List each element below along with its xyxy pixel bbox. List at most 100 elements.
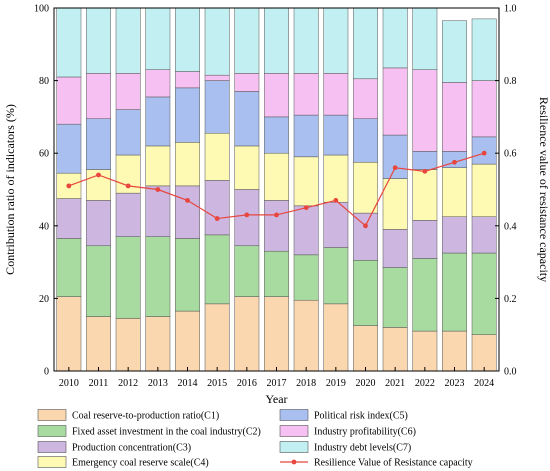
bar-segment-c1-2012 xyxy=(115,318,141,372)
bar-segment-c4-2018 xyxy=(293,156,319,207)
bar-segment-c2-2022 xyxy=(412,258,438,332)
bar-segment-c1-2014 xyxy=(175,310,200,372)
legend-swatch-c2 xyxy=(37,425,67,437)
bar-segment-c3-2012 xyxy=(115,192,141,237)
bar-segment-c6-2018 xyxy=(293,73,319,116)
bar-segment-c2-2018 xyxy=(293,254,319,301)
bar-segment-c3-2020 xyxy=(353,212,378,261)
bar-segment-c2-2019 xyxy=(323,247,349,305)
legend-swatch-c5 xyxy=(279,409,309,421)
bar-segment-c5-2017 xyxy=(264,116,289,154)
y-tick-label: 20 xyxy=(39,294,49,305)
bar-segment-c6-2021 xyxy=(382,67,408,136)
x-tick-label: 2013 xyxy=(148,378,168,389)
x-tick-label: 2022 xyxy=(415,378,435,389)
y2-tick-label: 0.6 xyxy=(504,149,517,160)
y-tick-label: 80 xyxy=(39,76,49,87)
resilience-point-2017 xyxy=(274,212,279,218)
bar-segment-c1-2023 xyxy=(442,330,467,372)
bar-segment-c4-2023 xyxy=(442,167,467,217)
bar-segment-c3-2010 xyxy=(56,198,82,239)
bar-segment-c7-2011 xyxy=(86,7,111,74)
resilience-point-2013 xyxy=(155,187,161,192)
bar-segment-c4-2019 xyxy=(323,154,349,203)
y-axis-label: Contribution ratio of indicators (%) xyxy=(3,104,17,275)
resilience-point-2016 xyxy=(244,212,250,218)
bar-segment-c1-2016 xyxy=(234,296,260,372)
bar-segment-c7-2015 xyxy=(204,7,230,76)
bar-segment-c5-2021 xyxy=(382,134,408,179)
resilience-point-2021 xyxy=(392,165,398,171)
bar-segment-c6-2013 xyxy=(145,69,171,98)
y-tick-label: 100 xyxy=(34,4,49,15)
bar-segment-c2-2017 xyxy=(264,250,289,297)
bar-segment-c1-2017 xyxy=(264,296,289,372)
bar-segment-c7-2020 xyxy=(353,7,378,80)
legend-swatch-c6 xyxy=(279,425,309,437)
bar-segment-c1-2015 xyxy=(204,303,230,372)
bar-segment-c2-2024 xyxy=(471,252,497,335)
legend-swatch-c7 xyxy=(279,441,309,453)
bar-segment-c6-2012 xyxy=(115,73,141,110)
bar-segment-c7-2012 xyxy=(115,7,141,74)
legend-label-c4: Emergency coal reserve scale(C4) xyxy=(72,458,209,469)
bar-segment-c3-2021 xyxy=(382,229,408,268)
bar-segment-c2-2021 xyxy=(382,267,408,328)
bar-segment-c4-2014 xyxy=(175,142,200,187)
legend-label-c2: Fixed asset investment in the coal indus… xyxy=(72,427,261,438)
legend-label-c1: Coal reserve-to-production ratio(C1) xyxy=(72,411,219,422)
resilience-point-2024 xyxy=(481,150,487,156)
x-tick-label: 2024 xyxy=(474,378,494,389)
y-tick-label: 40 xyxy=(39,221,49,232)
bar-segment-c7-2016 xyxy=(234,7,260,74)
bar-segment-c3-2023 xyxy=(442,216,467,254)
y-tick-label: 0 xyxy=(44,367,49,378)
legend-label-c3: Production concentration(C3) xyxy=(72,443,191,454)
y2-tick-label: 0.4 xyxy=(504,221,517,232)
bar-segment-c1-2013 xyxy=(145,316,171,372)
bar-segment-c4-2020 xyxy=(353,162,378,214)
bar-segment-c4-2024 xyxy=(471,163,497,217)
bar-segment-c5-2016 xyxy=(234,91,260,147)
bar-segment-c4-2013 xyxy=(145,145,171,187)
bar-segment-c7-2013 xyxy=(145,7,171,70)
resilience-point-2014 xyxy=(185,197,190,203)
x-tick-label: 2015 xyxy=(207,378,227,389)
resilience-point-2022 xyxy=(422,168,428,174)
y2-tick-label: 0.8 xyxy=(504,76,517,87)
x-tick-label: 2020 xyxy=(356,378,376,389)
bar-segment-c7-2017 xyxy=(264,7,289,74)
bars-layer xyxy=(56,7,497,372)
bar-segment-c6-2020 xyxy=(353,78,378,119)
bar-segment-c5-2013 xyxy=(145,96,171,147)
bar-segment-c5-2018 xyxy=(293,114,319,158)
x-tick-label: 2010 xyxy=(59,378,79,389)
bar-segment-c1-2018 xyxy=(293,299,319,372)
resilience-point-2020 xyxy=(363,223,368,229)
legend-label-resilience: Resilience Value of Resistance capacity xyxy=(314,458,473,469)
x-tick-label: 2012 xyxy=(118,378,138,389)
legend-swatch-c1 xyxy=(37,409,67,421)
bar-segment-c4-2015 xyxy=(204,132,230,181)
bar-segment-c6-2017 xyxy=(264,73,289,118)
bar-segment-c1-2020 xyxy=(353,325,378,372)
resilience-line-layer xyxy=(66,150,487,229)
bar-segment-c5-2022 xyxy=(412,151,438,170)
x-tick-label: 2014 xyxy=(178,378,198,389)
bar-segment-c4-2016 xyxy=(234,145,260,190)
bar-segment-c2-2011 xyxy=(86,245,111,317)
bar-segment-c7-2023 xyxy=(442,20,467,83)
bar-segment-c1-2024 xyxy=(471,334,497,372)
bar-segment-c3-2011 xyxy=(86,200,111,247)
legend-line-marker xyxy=(291,459,297,465)
bar-segment-c6-2011 xyxy=(86,73,111,119)
bar-segment-c5-2019 xyxy=(323,114,349,156)
bar-segment-c2-2012 xyxy=(115,236,141,319)
legend-swatch-c4 xyxy=(37,456,67,468)
bar-segment-c5-2024 xyxy=(471,136,497,165)
bar-segment-c7-2019 xyxy=(323,7,349,74)
bar-segment-c3-2019 xyxy=(323,201,349,248)
bar-segment-c1-2019 xyxy=(323,303,349,372)
legend-swatch-c3 xyxy=(37,441,67,453)
bar-segment-c2-2016 xyxy=(234,245,260,297)
